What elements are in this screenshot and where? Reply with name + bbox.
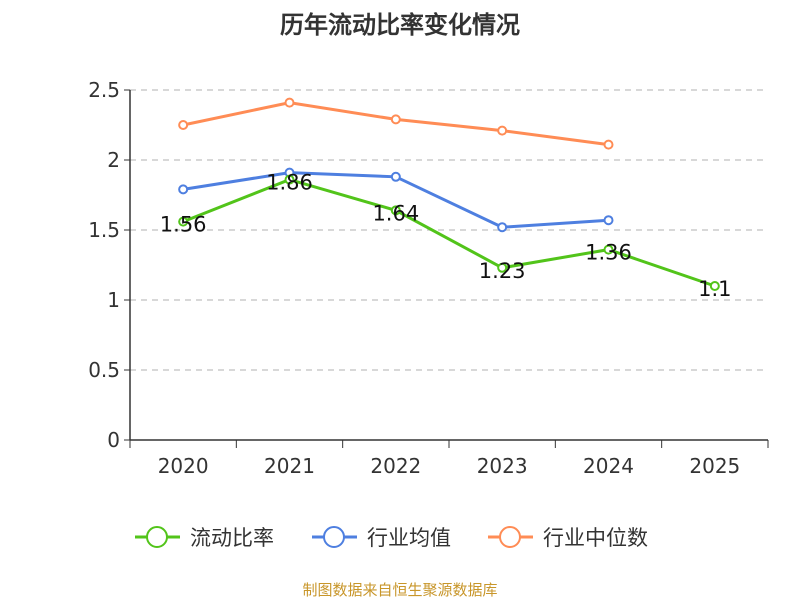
data-label: 1.1 <box>698 277 731 301</box>
data-point[interactable] <box>497 125 508 136</box>
data-point[interactable] <box>284 97 295 108</box>
chart-title: 历年流动比率变化情况 <box>280 11 520 39</box>
x-tick-label: 2024 <box>583 454 634 478</box>
data-point[interactable] <box>603 244 614 255</box>
y-tick-label: 1 <box>107 288 120 312</box>
data-point[interactable] <box>709 281 720 291</box>
series-line <box>182 178 716 288</box>
data-point[interactable] <box>390 171 401 182</box>
data-label: 1.56 <box>160 213 207 237</box>
y-tick-label: 0.5 <box>88 358 120 382</box>
legend-item[interactable]: 行业中位数 <box>488 526 648 550</box>
legend-label: 流动比率 <box>190 526 274 550</box>
legend-circle-icon <box>146 526 168 548</box>
x-tick-label: 2025 <box>689 454 740 478</box>
x-tick-label: 2023 <box>477 454 528 478</box>
y-tick-label: 1.5 <box>88 218 120 242</box>
y-tick-label: 0 <box>107 428 120 452</box>
x-tick-label: 2022 <box>370 454 421 478</box>
data-point[interactable] <box>178 216 189 227</box>
data-point[interactable] <box>497 222 508 233</box>
data-point[interactable] <box>390 114 401 125</box>
data-point[interactable] <box>603 139 614 150</box>
data-label: 1.23 <box>479 259 526 283</box>
data-label: 1.36 <box>585 241 632 265</box>
legend-circle-icon <box>499 526 521 548</box>
data-point[interactable] <box>497 262 508 273</box>
data-point[interactable] <box>390 205 401 216</box>
y-tick-label: 2.5 <box>88 78 120 102</box>
x-tick-label: 2020 <box>158 454 209 478</box>
x-tick-label: 2021 <box>264 454 315 478</box>
legend-label: 行业中位数 <box>543 526 648 550</box>
legend-item[interactable]: 行业均值 <box>312 526 451 550</box>
data-point[interactable] <box>603 215 614 226</box>
data-label: 1.64 <box>372 201 419 225</box>
footer-source: 制图数据来自恒生聚源数据库 <box>302 581 497 599</box>
legend-item[interactable]: 流动比率 <box>135 526 274 550</box>
legend-circle-icon <box>323 526 345 548</box>
data-point[interactable] <box>178 184 189 195</box>
legend-label: 行业均值 <box>367 526 451 550</box>
y-tick-label: 2 <box>107 148 120 172</box>
data-point[interactable] <box>178 120 189 130</box>
data-point[interactable] <box>284 174 295 185</box>
data-label: 1.86 <box>266 171 313 195</box>
